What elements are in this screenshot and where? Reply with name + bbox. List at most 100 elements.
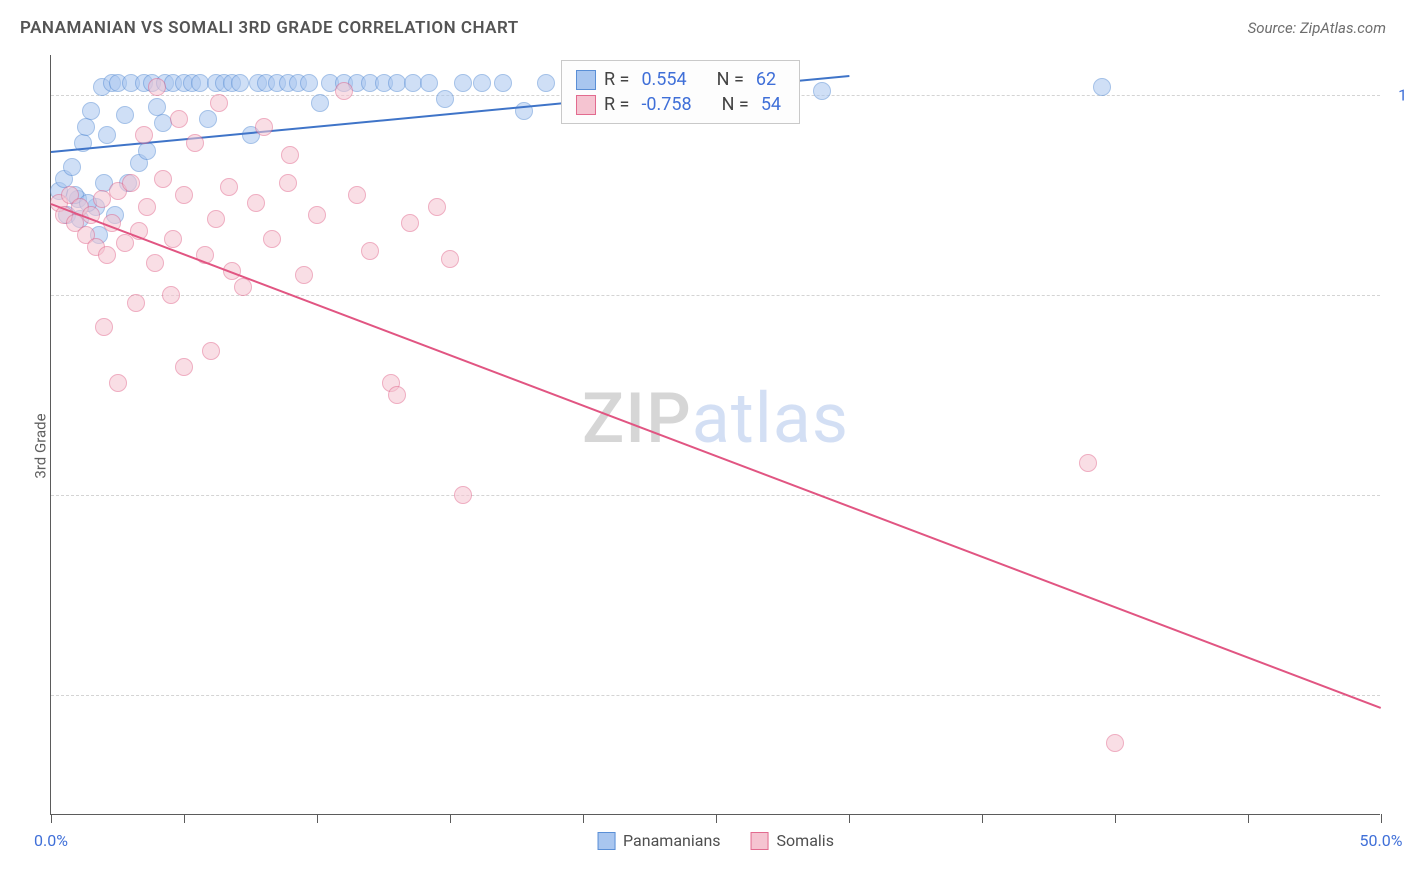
data-point	[454, 486, 472, 504]
data-point	[295, 266, 313, 284]
legend-n-label: N =	[717, 69, 744, 90]
data-point	[122, 174, 140, 192]
x-tick	[51, 814, 52, 823]
data-point	[63, 158, 81, 176]
data-point	[311, 94, 329, 112]
data-point	[202, 342, 220, 360]
legend-swatch	[576, 95, 596, 115]
gridline	[51, 695, 1380, 696]
data-point	[138, 198, 156, 216]
data-point	[454, 74, 472, 92]
data-point	[135, 126, 153, 144]
x-tick	[716, 814, 717, 823]
x-tick	[184, 814, 185, 823]
series-legend-item: Panamanians	[597, 831, 721, 850]
legend-swatch	[576, 70, 596, 90]
data-point	[154, 170, 172, 188]
data-point	[494, 74, 512, 92]
legend-n-label: N =	[722, 94, 749, 115]
legend-r-value: 0.554	[641, 69, 686, 90]
source-attribution: Source: ZipAtlas.com	[1248, 19, 1386, 37]
x-tick	[1115, 814, 1116, 823]
data-point	[162, 286, 180, 304]
data-point	[127, 294, 145, 312]
data-point	[109, 374, 127, 392]
y-axis-label: 3rd Grade	[32, 413, 50, 478]
legend-r-label: R =	[604, 69, 629, 90]
data-point	[82, 102, 100, 120]
x-tick-label: 50.0%	[1360, 831, 1403, 850]
data-point	[1079, 454, 1097, 472]
data-point	[148, 78, 166, 96]
data-point	[116, 106, 134, 124]
data-point	[441, 250, 459, 268]
gridline	[51, 495, 1380, 496]
data-point	[138, 142, 156, 160]
data-point	[98, 126, 116, 144]
gridline	[51, 295, 1380, 296]
data-point	[537, 74, 555, 92]
x-tick	[317, 814, 318, 823]
data-point	[210, 94, 228, 112]
data-point	[436, 90, 454, 108]
legend-n-value: 62	[756, 69, 776, 90]
data-point	[1106, 734, 1124, 752]
data-point	[361, 242, 379, 260]
data-point	[146, 254, 164, 272]
data-point	[175, 186, 193, 204]
data-point	[164, 230, 182, 248]
data-point	[231, 74, 249, 92]
x-tick	[982, 814, 983, 823]
chart-title: PANAMANIAN VS SOMALI 3RD GRADE CORRELATI…	[20, 18, 519, 38]
data-point	[220, 178, 238, 196]
data-point	[186, 134, 204, 152]
x-tick	[583, 814, 584, 823]
data-point	[263, 230, 281, 248]
data-point	[300, 74, 318, 92]
y-tick-label: 100.0%	[1398, 86, 1406, 105]
title-bar: PANAMANIAN VS SOMALI 3RD GRADE CORRELATI…	[20, 18, 1386, 38]
series-legend-item: Somalis	[751, 831, 834, 850]
x-tick	[849, 814, 850, 823]
series-legend-label: Somalis	[777, 831, 834, 850]
trend-line	[51, 203, 1382, 709]
data-point	[255, 118, 273, 136]
data-point	[234, 278, 252, 296]
data-point	[247, 194, 265, 212]
plot-area: ZIPatlas 85.0%90.0%95.0%100.0%0.0%50.0%R…	[50, 55, 1380, 815]
data-point	[335, 82, 353, 100]
stats-legend-row: R = 0.554 N = 62	[576, 67, 785, 92]
data-point	[98, 246, 116, 264]
legend-swatch	[751, 832, 769, 850]
watermark-part1: ZIP	[582, 378, 692, 460]
legend-n-value: 54	[761, 94, 781, 115]
data-point	[77, 118, 95, 136]
data-point	[420, 74, 438, 92]
data-point	[428, 198, 446, 216]
stats-legend-row: R = -0.758 N = 54	[576, 92, 785, 117]
data-point	[308, 206, 326, 224]
series-legend: Panamanians Somalis	[597, 831, 834, 850]
legend-r-value: -0.758	[641, 94, 691, 115]
chart-container: PANAMANIAN VS SOMALI 3RD GRADE CORRELATI…	[0, 0, 1406, 892]
series-legend-label: Panamanians	[623, 831, 721, 850]
x-tick	[1381, 814, 1382, 823]
stats-legend: R = 0.554 N = 62 R = -0.758 N = 54	[561, 60, 800, 124]
x-tick	[450, 814, 451, 823]
data-point	[1093, 78, 1111, 96]
watermark-part2: atlas	[692, 378, 849, 460]
data-point	[401, 214, 419, 232]
legend-r-label: R =	[604, 94, 629, 115]
data-point	[175, 358, 193, 376]
data-point	[813, 82, 831, 100]
data-point	[95, 318, 113, 336]
data-point	[388, 386, 406, 404]
data-point	[473, 74, 491, 92]
data-point	[348, 186, 366, 204]
x-tick-label: 0.0%	[34, 831, 68, 850]
data-point	[199, 110, 217, 128]
data-point	[207, 210, 225, 228]
data-point	[281, 146, 299, 164]
legend-swatch	[597, 832, 615, 850]
data-point	[279, 174, 297, 192]
